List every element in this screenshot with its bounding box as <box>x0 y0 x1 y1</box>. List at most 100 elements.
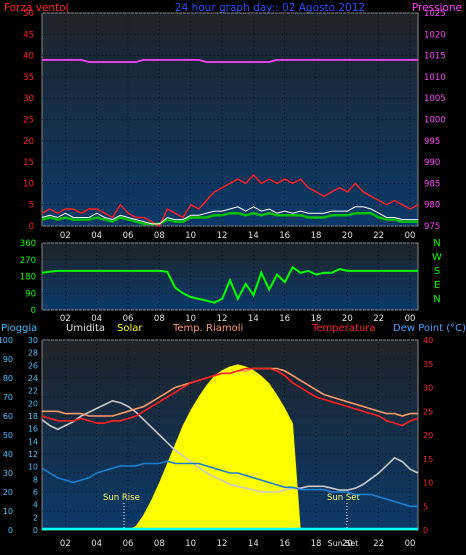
y-tick-rain: 70 <box>3 393 13 402</box>
y-tick-humidity: 22 <box>28 387 38 396</box>
x-tick-label: 08 <box>154 314 165 324</box>
y-tick-humidity: 30 <box>28 336 38 345</box>
y-tick-right: 980 <box>424 201 440 211</box>
y-tick-right: 985 <box>424 179 440 189</box>
x-tick-label: 04 <box>91 539 102 549</box>
x-tick-label: 16 <box>279 231 290 241</box>
y-tick-temp: 20 <box>423 431 433 440</box>
x-tick-label: 18 <box>311 314 322 324</box>
compass-label: N <box>433 238 440 249</box>
sunrise-annotation: Sun Rise <box>103 493 140 503</box>
x-tick-label: 14 <box>248 539 259 549</box>
y-tick-direction: 0 <box>31 306 36 316</box>
x-tick-label: 08 <box>154 539 165 549</box>
x-tick-label: 16 <box>279 314 290 324</box>
y-tick-rain: 60 <box>3 412 13 421</box>
y-tick-rain: 40 <box>3 450 13 459</box>
y-tick-humidity: 16 <box>28 425 38 434</box>
y-tick-right: 1020 <box>424 30 446 40</box>
y-tick-left: 45 <box>23 30 34 40</box>
x-tick-label: 06 <box>123 231 134 241</box>
y-tick-humidity: 8 <box>33 475 38 484</box>
compass-label: N <box>433 294 440 305</box>
sunset-annotation: Sun Set <box>327 493 360 503</box>
y-tick-right: 1010 <box>424 73 446 83</box>
y-tick-rain: 50 <box>3 431 13 440</box>
x-tick-label: 16 <box>279 539 290 549</box>
compass-label: S <box>434 266 440 277</box>
x-tick-sunset: Sun Set <box>328 539 359 548</box>
panel-wind-pressure: 0510152025303540455097598098599099510001… <box>23 9 445 241</box>
x-tick-label: 10 <box>185 539 196 549</box>
series-gust <box>41 211 418 226</box>
y-tick-temp: 0 <box>423 526 428 535</box>
y-tick-temp: 35 <box>423 360 433 369</box>
y-tick-left: 15 <box>23 158 34 168</box>
x-tick-label: 20 <box>342 231 353 241</box>
x-tick-label: 20 <box>342 314 353 324</box>
y-tick-direction: 270 <box>20 256 36 266</box>
x-tick-label: 00 <box>405 539 416 549</box>
series-dewpoint <box>41 460 418 508</box>
y-tick-right: 975 <box>424 222 440 232</box>
y-tick-humidity: 14 <box>28 437 38 446</box>
y-tick-temp: 30 <box>423 384 433 393</box>
y-tick-left: 30 <box>23 94 34 104</box>
x-tick-label: 20 <box>342 539 353 549</box>
y-tick-humidity: 12 <box>28 450 38 459</box>
legend-humidity: Umidita <box>66 323 105 334</box>
y-tick-direction: 180 <box>20 273 36 283</box>
x-tick-label: 00 <box>405 314 416 324</box>
y-tick-rain: 90 <box>3 355 13 364</box>
x-tick-label: 00 <box>405 231 416 241</box>
y-tick-humidity: 2 <box>33 513 38 522</box>
y-tick-left: 50 <box>23 9 34 19</box>
series-temperature <box>41 367 419 427</box>
x-tick-label: 02 <box>60 314 71 324</box>
y-tick-right: 1025 <box>424 9 446 19</box>
y-tick-rain: 10 <box>3 507 13 516</box>
y-tick-temp: 25 <box>423 407 433 416</box>
y-tick-humidity: 0 <box>33 526 38 535</box>
y-tick-left: 20 <box>23 137 34 147</box>
y-tick-humidity: 24 <box>28 374 38 383</box>
y-tick-left: 40 <box>23 52 34 62</box>
y-tick-humidity: 6 <box>33 488 38 497</box>
header-title: 24 hour graph day:: 02 Agosto 2012 <box>175 2 365 14</box>
x-tick-label: 14 <box>248 314 259 324</box>
y-tick-left: 25 <box>23 116 34 126</box>
y-tick-left: 35 <box>23 73 34 83</box>
y-tick-right: 1015 <box>424 52 446 62</box>
x-tick-label: 10 <box>185 314 196 324</box>
x-tick-label: 06 <box>123 539 134 549</box>
header-right-label: Pressione <box>412 2 462 14</box>
series-direction <box>41 265 418 304</box>
series-pressure <box>42 59 418 63</box>
series-avg <box>41 206 418 225</box>
y-tick-humidity: 10 <box>28 463 38 472</box>
legend-indoor-temp: Temp. Riamoli <box>172 323 243 334</box>
y-tick-humidity: 26 <box>28 361 38 370</box>
legend-temperature: Temperatura <box>311 323 376 334</box>
x-tick-label: 04 <box>91 231 102 241</box>
header-left-label: Forza vento( <box>4 2 70 14</box>
y-tick-direction: 360 <box>20 239 36 249</box>
y-tick-humidity: 20 <box>28 399 38 408</box>
y-tick-right: 1005 <box>424 94 446 104</box>
y-tick-left: 5 <box>29 201 34 211</box>
y-tick-rain: 80 <box>3 374 13 383</box>
x-tick-label: 02 <box>60 231 71 241</box>
legend-solar: Solar <box>117 323 143 334</box>
x-tick-label: 18 <box>311 539 322 549</box>
y-tick-humidity: 4 <box>33 501 38 510</box>
y-tick-humidity: 28 <box>28 349 38 358</box>
y-tick-temp: 5 <box>423 502 428 511</box>
y-tick-right: 990 <box>424 158 440 168</box>
y-tick-humidity: 18 <box>28 412 38 421</box>
compass-label: E <box>434 280 440 291</box>
series-wind <box>41 173 419 227</box>
series-humidity <box>41 399 419 493</box>
y-tick-right: 1000 <box>424 116 446 126</box>
